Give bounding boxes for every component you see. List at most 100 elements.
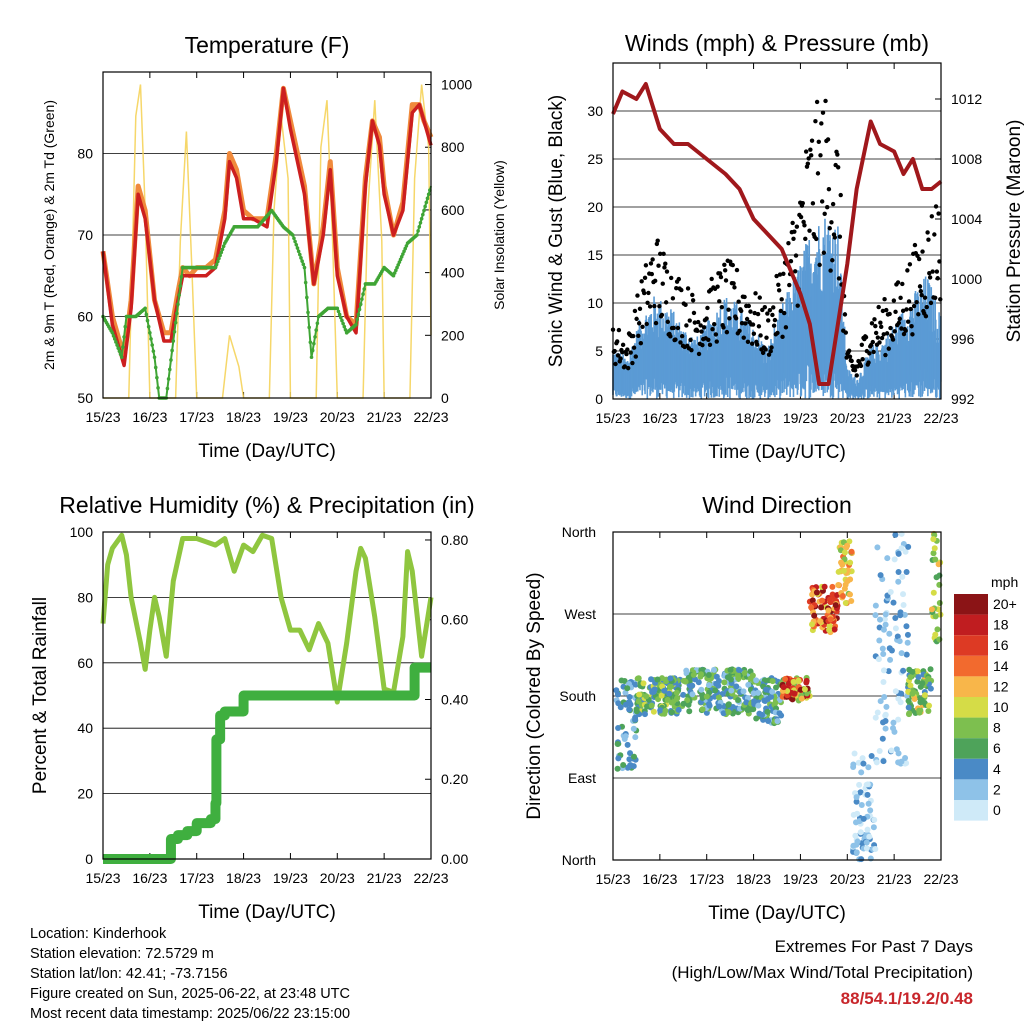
y2-tick-label: 200 [441, 327, 465, 343]
gust-point [813, 119, 818, 124]
dewpoint-point [112, 337, 117, 341]
gust-point [803, 236, 808, 242]
x-tick-label: 22/23 [923, 410, 958, 426]
gust-point [739, 320, 745, 326]
gust-point [736, 299, 741, 304]
gust-point [825, 205, 830, 210]
gust-point [835, 152, 840, 157]
direction-point [856, 781, 863, 788]
pressure-series-line [611, 82, 943, 386]
direction-point [898, 650, 905, 657]
dewpoint-point [170, 348, 174, 353]
direction-point [888, 647, 895, 654]
gust-point [869, 321, 875, 326]
direction-point [903, 651, 910, 658]
gust-point [912, 242, 918, 248]
gust-point [822, 211, 827, 216]
y-tick-label: 80 [77, 146, 93, 162]
gust-point [673, 337, 678, 342]
gust-point [787, 282, 792, 288]
gust-point [737, 328, 742, 333]
x-tick-label: 17/23 [179, 409, 214, 425]
direction-point [895, 550, 902, 557]
gust-point [892, 329, 897, 334]
direction-point [855, 759, 862, 766]
direction-point [864, 781, 871, 788]
colorbar-swatch [954, 717, 988, 739]
temp2m-series-line [101, 86, 433, 368]
y2-tick-label: 400 [441, 265, 465, 281]
gust-point [823, 98, 828, 104]
gust-point [670, 296, 676, 301]
direction-point [754, 689, 761, 696]
direction-point [625, 764, 632, 771]
dewpoint-point [303, 280, 308, 285]
y-tick-label: 10 [587, 295, 603, 311]
direction-point [662, 707, 669, 714]
gust-point [646, 290, 651, 296]
direction-point [905, 697, 912, 704]
wind_direction-title: Wind Direction [702, 492, 852, 518]
gust-point [633, 354, 638, 359]
y2-tick-label: 0 [441, 390, 449, 406]
gust-point [819, 199, 825, 204]
gust-point [636, 321, 642, 326]
direction-point [661, 687, 668, 694]
gust-point [652, 303, 657, 309]
gust-point [718, 274, 724, 280]
gust-point [668, 275, 674, 281]
gust-point [756, 324, 762, 329]
gust-point [933, 204, 939, 209]
direction-point [728, 687, 735, 694]
precip-series-line [103, 662, 431, 864]
direction-point [615, 725, 622, 732]
dewpoint-point [401, 252, 405, 256]
direction-point [703, 693, 710, 700]
gust-point [808, 147, 813, 152]
direction-point [818, 604, 825, 611]
gust-point [927, 271, 932, 276]
direction-point [765, 717, 772, 724]
direction-point [842, 581, 849, 588]
gust-point [918, 288, 924, 294]
direction-point [881, 693, 888, 700]
direction-point [910, 689, 917, 696]
direction-point [643, 693, 650, 700]
dewpoint-point [340, 318, 344, 323]
gust-point [689, 347, 694, 353]
direction-point [851, 750, 858, 757]
dewpoint-point [354, 322, 358, 327]
direction-point [622, 733, 629, 740]
dewpoint-point [361, 292, 365, 296]
direction-point [853, 849, 860, 856]
gust-point [647, 304, 653, 309]
direction-point [644, 703, 651, 710]
direction-point [668, 683, 675, 690]
gust-point [753, 291, 758, 296]
gust-point [707, 342, 713, 348]
gust-point [818, 153, 823, 158]
direction-point [932, 613, 939, 620]
direction-point [803, 677, 810, 684]
direction-point [872, 846, 879, 853]
dewpoint-point [176, 302, 180, 307]
direction-point [925, 708, 932, 715]
y-tick-label: 20 [587, 199, 603, 215]
direction-point [636, 691, 643, 698]
colorbar-label: 4 [993, 761, 1001, 777]
direction-point [926, 702, 933, 709]
direction-point [927, 685, 934, 692]
gust-point [927, 275, 933, 280]
gust-point [760, 350, 766, 356]
direction-point [622, 689, 629, 696]
direction-point [835, 568, 842, 575]
gust-point [826, 186, 832, 192]
gust-point [917, 284, 923, 289]
gust-point [783, 325, 789, 330]
gust-point [932, 295, 938, 301]
y-tick-label: East [568, 770, 596, 786]
direction-point [890, 719, 897, 726]
direction-point [934, 626, 941, 633]
gust-point [752, 310, 757, 316]
y-axis-title: Direction (Colored By Speed) [524, 572, 545, 819]
